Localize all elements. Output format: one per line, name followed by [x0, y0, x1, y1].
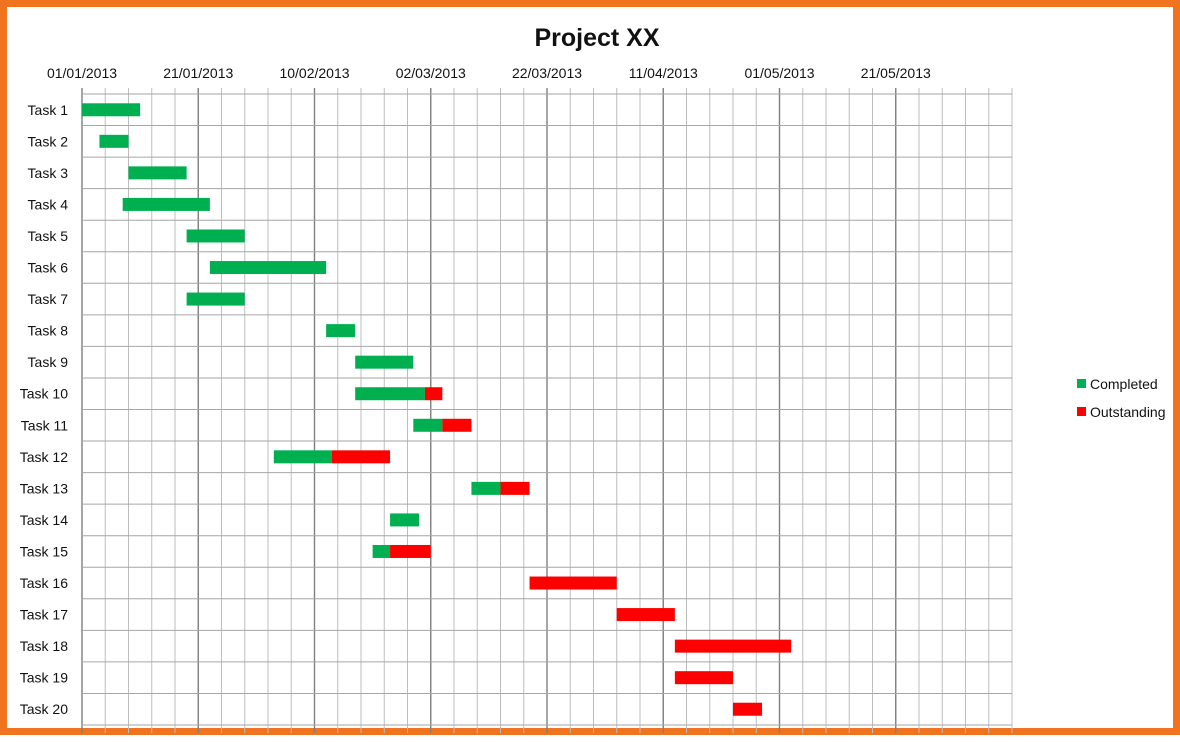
- task-label: Task 16: [20, 575, 68, 591]
- outstanding-bar: [424, 387, 443, 401]
- completed-bar: [390, 513, 420, 527]
- x-axis-ticks: 01/01/2013 21/01/2013 10/02/2013 02/03/2013…: [47, 65, 931, 81]
- task-label: Task 20: [20, 701, 68, 717]
- completed-bar: [186, 229, 245, 243]
- completed-bar: [413, 418, 443, 432]
- task-label: Task 13: [20, 480, 68, 496]
- task-label: Task 14: [20, 512, 68, 528]
- grid: [81, 88, 1013, 733]
- x-tick-label: 21/05/2013: [861, 65, 931, 81]
- task-label: Task 19: [20, 670, 68, 686]
- task-label: Task 1: [28, 102, 69, 118]
- completed-bar: [82, 103, 141, 117]
- completed-bar: [122, 197, 210, 211]
- x-tick-label: 21/01/2013: [163, 65, 233, 81]
- outstanding-bar: [529, 576, 617, 590]
- task-label: Task 18: [20, 638, 68, 654]
- completed-bar: [209, 261, 327, 275]
- completed-bar: [355, 387, 425, 401]
- gantt-chart: Project XX 01/01/2013 21/01/2013 10/02/201…: [20, 24, 1166, 733]
- completed-bar: [471, 481, 501, 495]
- task-label: Task 4: [28, 196, 69, 212]
- chart-title: Project XX: [534, 24, 659, 52]
- x-tick-label: 02/03/2013: [396, 65, 466, 81]
- x-tick-label: 11/04/2013: [629, 65, 698, 81]
- legend-swatch: [1077, 407, 1086, 416]
- x-tick-label: 01/01/2013: [47, 65, 117, 81]
- completed-bar: [372, 544, 391, 558]
- task-label: Task 15: [20, 543, 68, 559]
- task-label: Task 3: [28, 165, 69, 181]
- legend-label: Completed: [1090, 376, 1158, 392]
- completed-bar: [326, 324, 356, 338]
- task-label: Task 7: [28, 291, 69, 307]
- completed-bar: [186, 292, 245, 306]
- completed-bar: [355, 355, 414, 369]
- outstanding-bar: [331, 450, 391, 464]
- x-tick-label: 10/02/2013: [279, 65, 349, 81]
- outstanding-bar: [674, 671, 733, 685]
- legend-swatch: [1077, 379, 1086, 388]
- task-label: Task 12: [20, 449, 68, 465]
- task-label: Task 8: [28, 323, 69, 339]
- outstanding-bar: [390, 544, 431, 558]
- task-label: Task 5: [28, 228, 69, 244]
- completed-bar: [128, 166, 187, 180]
- legend: Completed Outstanding: [1077, 376, 1166, 420]
- task-label: Task 9: [28, 354, 69, 370]
- outstanding-bar: [616, 608, 675, 622]
- task-label: Task 10: [20, 386, 68, 402]
- task-labels: Task 1 Task 2 Task 3 Task 4 Task 5 Task 6 Task…: [20, 102, 68, 717]
- outstanding-bar: [674, 639, 792, 653]
- completed-bar: [273, 450, 332, 464]
- completed-bar: [99, 134, 129, 148]
- task-label: Task 2: [28, 133, 69, 149]
- task-label: Task 17: [20, 607, 68, 623]
- outstanding-bar: [733, 702, 763, 716]
- legend-label: Outstanding: [1090, 404, 1166, 420]
- x-tick-label: 01/05/2013: [744, 65, 814, 81]
- outstanding-bar: [500, 481, 530, 495]
- task-label: Task 6: [28, 260, 69, 276]
- task-label: Task 11: [21, 417, 68, 433]
- outstanding-bar: [442, 418, 472, 432]
- task-bars: [82, 103, 792, 716]
- x-tick-label: 22/03/2013: [512, 65, 582, 81]
